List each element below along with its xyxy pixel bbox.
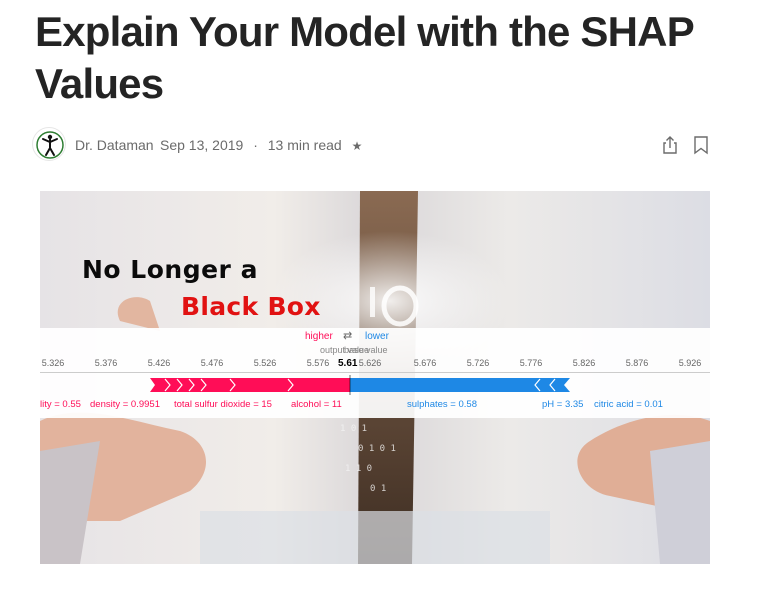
bookmark-button[interactable] (692, 135, 710, 155)
read-time: 13 min read (267, 137, 342, 153)
axis-tick: 5.626 (358, 358, 382, 368)
axis-tick: 5.876 (625, 358, 649, 368)
publish-date: Sep 13, 2019 (160, 137, 244, 153)
positive-force-bar (150, 378, 350, 392)
feature-label: density = 0.9951 (90, 399, 160, 410)
axis-tick: 5.576 (306, 358, 330, 368)
svg-text:0 1: 0 1 (370, 484, 386, 494)
share-button[interactable] (660, 135, 680, 155)
feature-label: total sulfur dioxide = 15 (174, 399, 272, 410)
avatar-figure-icon (36, 131, 64, 159)
meta-separator: · (253, 137, 258, 153)
axis-tick: 5.776 (519, 358, 543, 368)
hero-headline-line1: No Longer a (82, 255, 258, 284)
shap-force-plot: higher ⇄ lower output value base value 5… (40, 328, 710, 418)
axis-tick: 5.476 (200, 358, 224, 368)
higher-label: higher (305, 331, 333, 342)
lower-label: lower (365, 331, 389, 342)
axis-line (40, 372, 710, 373)
force-chevrons (164, 378, 556, 392)
axis-tick: 5.676 (413, 358, 437, 368)
axis-tick: 5.926 (678, 358, 702, 368)
bookmark-icon (694, 136, 708, 155)
hero-image: 1 0 1 0 1 0 1 1 1 0 0 1 No Longer a Black … (40, 191, 710, 564)
axis-tick: 5.326 (41, 358, 65, 368)
feature-label: pH = 3.35 (542, 399, 584, 410)
share-icon (663, 136, 677, 154)
hero-headline-line2: Black Box (181, 292, 321, 321)
axis-tick: 5.726 (466, 358, 490, 368)
feature-label: alcohol = 11 (291, 399, 342, 410)
axis-tick: 5.526 (253, 358, 277, 368)
force-bars (150, 375, 570, 395)
base-value-label: base value (344, 345, 388, 355)
star-icon: ★ (351, 139, 363, 153)
output-value: 5.61 (338, 358, 358, 369)
output-value-label: output value (320, 345, 370, 355)
feature-label: citric acid = 0.01 (594, 399, 663, 410)
svg-text:1 1 0: 1 1 0 (345, 464, 372, 474)
author-name[interactable]: Dr. Dataman (75, 137, 154, 153)
axis-tick: 5.426 (147, 358, 171, 368)
svg-text:1 0 1: 1 0 1 (340, 424, 367, 434)
feature-label: sulphates = 0.58 (407, 399, 477, 410)
byline: Dr. Dataman Sep 13, 2019 · 13 min read ★ (32, 127, 722, 163)
article-title: Explain Your Model with the SHAP Values (35, 8, 694, 107)
svg-text:0 1 0 1: 0 1 0 1 (358, 444, 396, 454)
article-meta: Sep 13, 2019 · 13 min read ★ (160, 137, 368, 153)
axis-tick: 5.376 (94, 358, 118, 368)
author-avatar[interactable] (32, 127, 66, 161)
swap-arrows-icon: ⇄ (343, 330, 353, 342)
feature-label: lity = 0.55 (40, 399, 81, 410)
negative-force-bar (350, 378, 570, 392)
axis-tick: 5.826 (572, 358, 596, 368)
